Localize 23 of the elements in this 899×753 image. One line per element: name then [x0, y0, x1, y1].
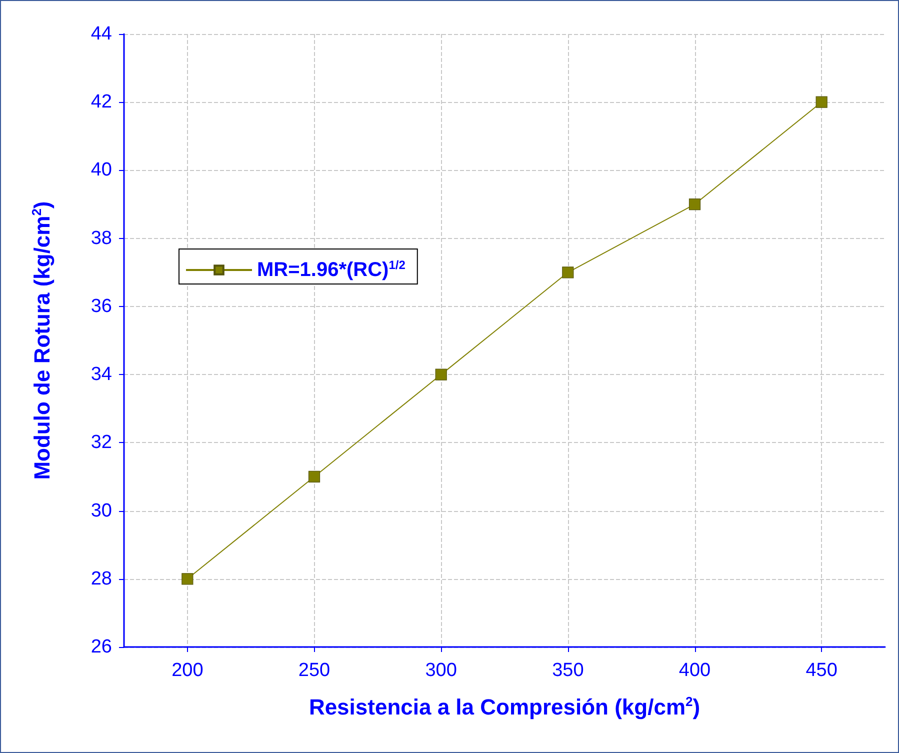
- y-tick-label: 38: [90, 228, 112, 249]
- y-tick-label: 32: [90, 432, 112, 454]
- point: [816, 96, 828, 108]
- y-tick-label: 30: [90, 500, 112, 522]
- y-tick-label: 36: [90, 296, 112, 317]
- y-tick-label: 44: [90, 24, 112, 44]
- x-tick-label: 200: [172, 660, 204, 681]
- y-tick-label: 28: [90, 568, 112, 590]
- y-tick-label: 26: [90, 636, 112, 658]
- x-tick-label: 350: [552, 660, 584, 681]
- point: [308, 470, 320, 483]
- y-tick-label: 40: [90, 160, 112, 181]
- x-tick-label: 300: [425, 660, 457, 681]
- y-tick-label: 34: [90, 364, 112, 386]
- y-tick-label: 42: [90, 92, 112, 113]
- y-axis-title: Modulo de Rotura (kg/cm2): [29, 201, 54, 480]
- x-tick-label: 400: [678, 660, 711, 681]
- x-tick-label: 250: [298, 660, 330, 681]
- x-tick-label: 450: [806, 660, 838, 681]
- point: [182, 573, 194, 585]
- point: [435, 368, 447, 380]
- point: [562, 266, 574, 278]
- point: [688, 198, 701, 210]
